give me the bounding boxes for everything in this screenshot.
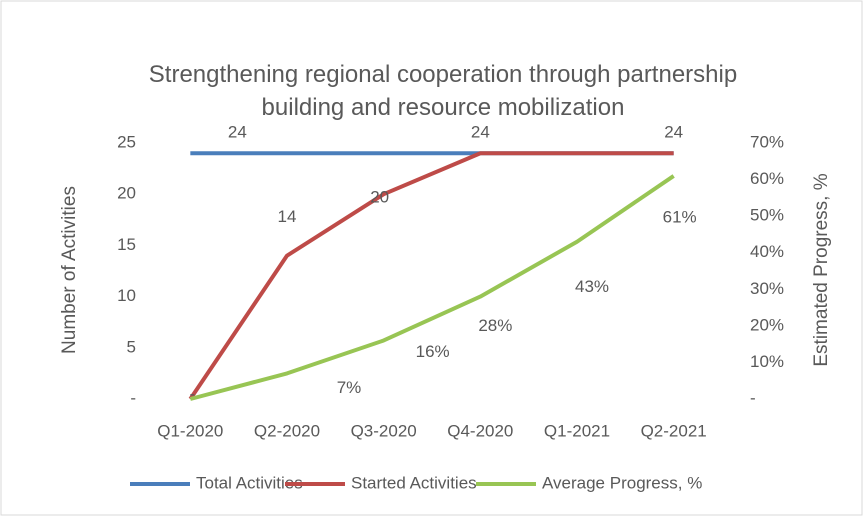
y2-tick-label: 30% (750, 279, 784, 298)
y2-tick-label: 60% (750, 169, 784, 188)
data-label: 28% (478, 316, 512, 335)
legend-label: Started Activities (351, 473, 477, 492)
x-tick-label: Q2-2021 (641, 421, 707, 440)
series-line (189, 174, 675, 401)
data-label: 24 (664, 123, 683, 142)
y2-tick-label: 10% (750, 352, 784, 371)
data-label: 16% (416, 342, 450, 361)
y2-tick-label: 20% (750, 315, 784, 334)
y-tick-label: 5 (127, 337, 136, 356)
y-tick-label: - (130, 388, 136, 407)
data-label: 7% (337, 378, 362, 397)
x-tick-label: Q4-2020 (447, 421, 513, 440)
data-label: - (189, 384, 195, 403)
y-tick-label: 10 (117, 286, 136, 305)
y2-tick-label: 70% (750, 132, 784, 151)
x-tick-label: Q2-2020 (254, 421, 320, 440)
legend-label: Average Progress, % (542, 473, 702, 492)
data-label: 24 (228, 123, 247, 142)
chart-title: Strengthening regional cooperation throu… (148, 61, 738, 121)
y-tick-label: 25 (117, 132, 136, 151)
x-tick-label: Q1-2021 (544, 421, 610, 440)
series-line (188, 151, 674, 401)
y-tick-label: 20 (117, 184, 136, 203)
data-label: 20 (370, 188, 389, 207)
legend-label: Total Activities (196, 473, 303, 492)
y2-axis-title: Estimated Progress, % (811, 173, 832, 366)
x-tick-label: Q1-2020 (157, 421, 223, 440)
y-axis-title: Number of Activities (59, 186, 80, 354)
y2-tick-label: 50% (750, 206, 784, 225)
y-tick-label: 15 (117, 235, 136, 254)
y2-tick-label: - (750, 388, 756, 407)
x-tick-label: Q3-2020 (351, 421, 417, 440)
data-label: 14 (278, 207, 297, 226)
data-label: 24 (471, 123, 490, 142)
data-label: 43% (575, 277, 609, 296)
data-label: 61% (663, 207, 697, 226)
y2-tick-label: 40% (750, 242, 784, 261)
